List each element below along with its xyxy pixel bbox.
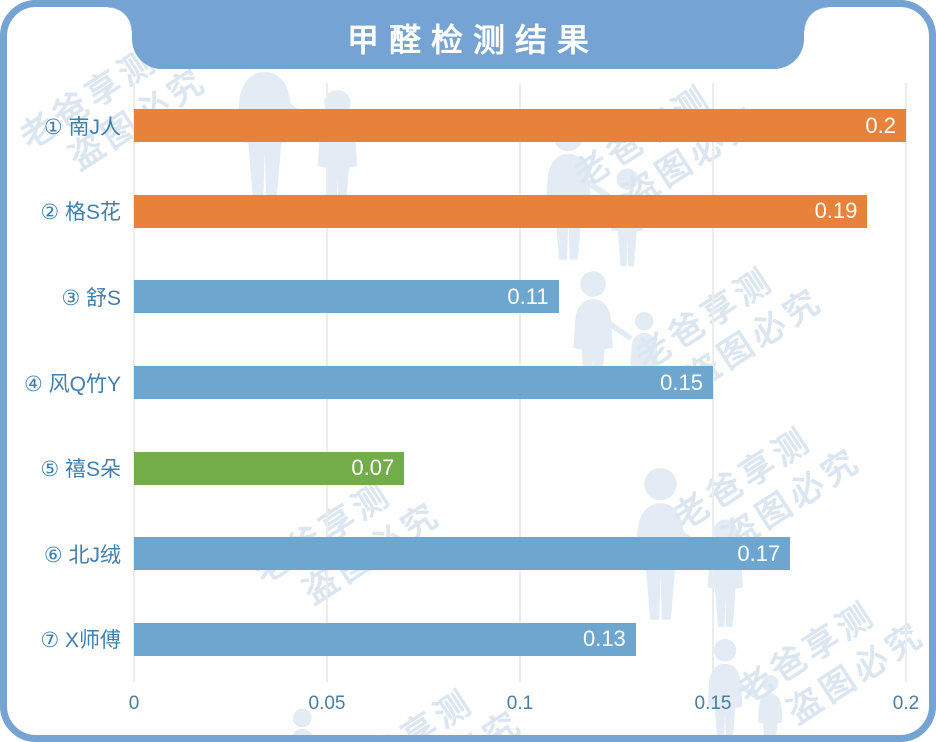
bar: 0.11 — [134, 280, 559, 314]
bar-rows: ① 南J人 0.2 ② 格S花 0.19 ③ 舒S 0.11 ④ 风Q竹Y 0.… — [24, 83, 906, 682]
bar-row: ④ 风Q竹Y 0.15 — [24, 340, 906, 426]
gridline — [905, 83, 907, 682]
bar-value: 0.15 — [660, 369, 703, 395]
bar: 0.2 — [134, 109, 906, 143]
bar: 0.17 — [134, 537, 791, 571]
bar-value: 0.17 — [737, 540, 781, 566]
x-tick-label: 0 — [128, 693, 140, 714]
bar-value: 0.19 — [814, 198, 858, 224]
bar-row: ⑦ X师傅 0.13 — [40, 596, 906, 682]
category-label: ⑦ X师傅 — [40, 629, 121, 653]
category-label: ⑥ 北J绒 — [43, 543, 121, 567]
category-label: ④ 风Q竹Y — [23, 372, 121, 396]
bar-row: ③ 舒S 0.11 — [61, 254, 906, 340]
page-title: 甲醛检测结果 — [346, 22, 599, 58]
gridline — [712, 83, 714, 682]
x-tick-label: 0.05 — [308, 693, 346, 714]
x-tick-label: 0.2 — [892, 693, 920, 714]
bar-value: 0.2 — [865, 112, 896, 138]
bar-row: ① 南J人 0.2 — [44, 83, 906, 169]
category-label: ⑤ 禧S朵 — [40, 458, 121, 482]
category-label: ③ 舒S — [61, 286, 121, 310]
bar: 0.15 — [134, 366, 713, 400]
category-label: ② 格S花 — [40, 201, 121, 225]
bar: 0.19 — [134, 194, 868, 228]
bar-value: 0.13 — [582, 626, 626, 652]
bar-row: ② 格S花 0.19 — [40, 169, 906, 255]
bar-chart: ① 南J人 0.2 ② 格S花 0.19 ③ 舒S 0.11 ④ 风Q竹Y 0.… — [24, 83, 919, 714]
bar-row: ⑤ 禧S朵 0.07 — [40, 425, 906, 511]
x-tick-label: 0.1 — [506, 693, 534, 714]
bar-value: 0.11 — [507, 283, 549, 309]
category-label: ① 南J人 — [43, 115, 121, 139]
x-tick-label: 0.15 — [694, 693, 732, 714]
title-banner: 甲醛检测结果 — [108, 7, 828, 69]
bar: 0.07 — [134, 451, 405, 485]
x-axis-ticks: 0 0.05 0.1 0.15 0.2 — [129, 682, 920, 716]
bar-row: ⑥ 北J绒 0.17 — [44, 511, 906, 597]
bar-value: 0.07 — [351, 455, 395, 481]
bar: 0.13 — [134, 622, 636, 656]
